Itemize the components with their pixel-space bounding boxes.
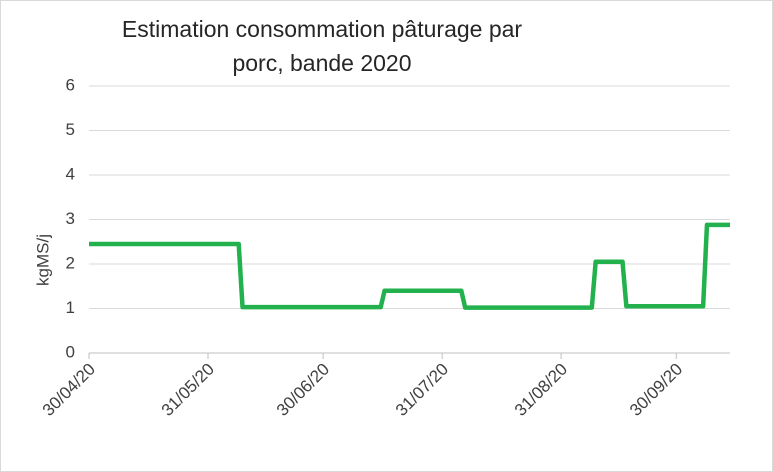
y-tick-label: 0 [66, 342, 75, 361]
chart-title: Estimation consommation pâturage par por… [121, 16, 523, 76]
y-tick-label: 5 [66, 120, 75, 139]
y-tick-label: 1 [66, 298, 75, 317]
y-axis-label: kgMS/j [33, 234, 52, 286]
y-tick-label: 2 [66, 253, 75, 272]
data-line [89, 222, 730, 310]
y-tick-label: 3 [66, 209, 75, 228]
y-tick-label: 6 [66, 75, 75, 94]
y-tick-label: 4 [66, 164, 75, 183]
